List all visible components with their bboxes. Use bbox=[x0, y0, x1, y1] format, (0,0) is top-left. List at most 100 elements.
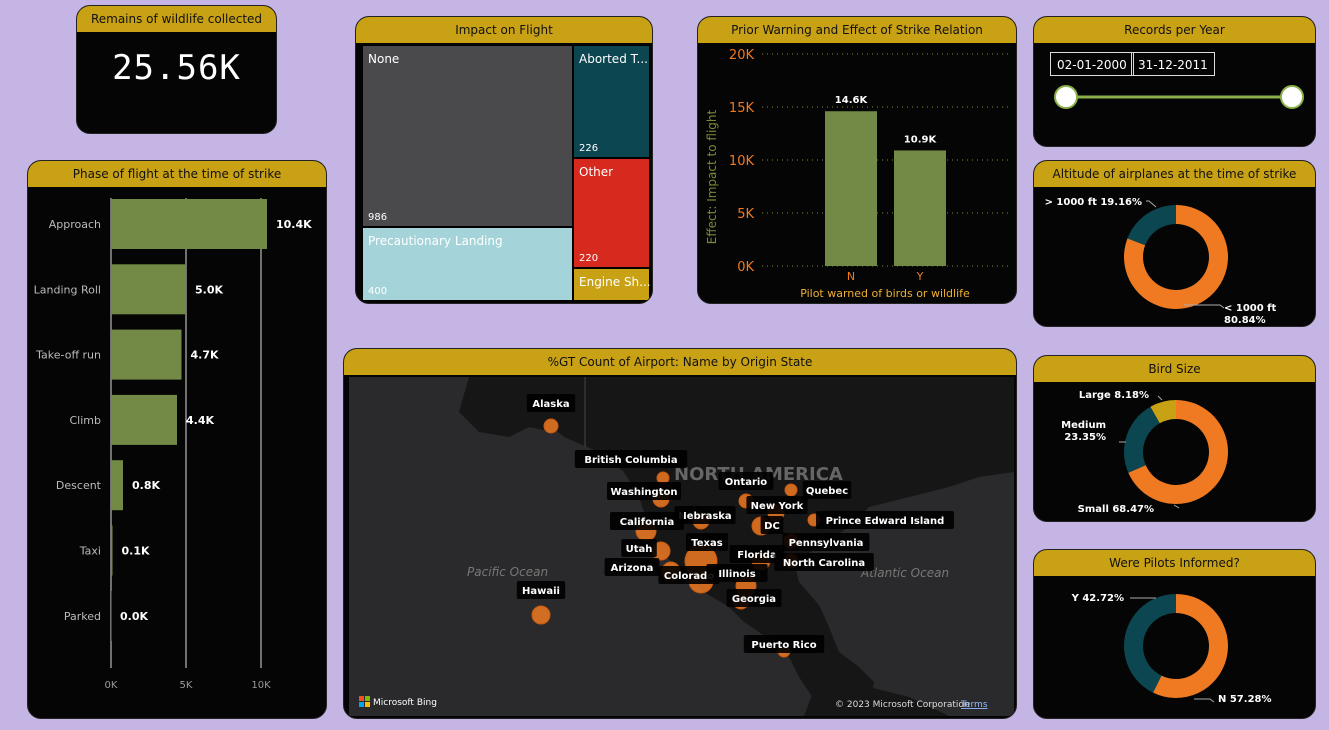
map-place-label-bg bbox=[574, 450, 688, 468]
phase-data-label: 4.4K bbox=[186, 414, 214, 427]
phase-bar-taxi[interactable] bbox=[111, 525, 113, 576]
map-place-label-bg bbox=[686, 533, 728, 551]
phase-category-label: Climb bbox=[70, 414, 102, 427]
warning-chart-card: Prior Warning and Effect of Strike Relat… bbox=[697, 16, 1017, 304]
warning-bar-n[interactable] bbox=[825, 111, 877, 267]
end-date-input[interactable]: 31-12-2011 bbox=[1131, 52, 1215, 76]
map-place-label-north-carolina: North Carolina bbox=[783, 558, 865, 569]
map-place-label-bg bbox=[658, 566, 720, 584]
slider-end-handle[interactable] bbox=[1280, 85, 1304, 109]
treemap-label: Aborted T... bbox=[579, 52, 648, 66]
treemap-cell-aborted-takeoff[interactable]: Aborted T... 226 bbox=[573, 45, 650, 158]
donut-slice-1000-ft[interactable] bbox=[1124, 205, 1228, 309]
donut-slice-small[interactable] bbox=[1128, 400, 1228, 504]
pacific-ocean-label: Pacific Ocean bbox=[467, 565, 548, 579]
warning-title: Prior Warning and Effect of Strike Relat… bbox=[698, 17, 1016, 43]
treemap-cell-engine-shutdown[interactable]: Engine Sh... bbox=[573, 268, 651, 301]
donut-slice-large[interactable] bbox=[1150, 400, 1176, 424]
slider-start-handle[interactable] bbox=[1054, 85, 1078, 109]
date-range-slider[interactable] bbox=[1034, 79, 1316, 119]
donut-label-y: Y 42.72% bbox=[1071, 593, 1124, 604]
map-place-label-bg bbox=[621, 539, 657, 557]
treemap-cell-none[interactable]: None 986 bbox=[362, 45, 573, 227]
warning-category-label: N bbox=[847, 270, 855, 283]
map-place-labels: Alaska British Columbia Washington Ontario Q… bbox=[516, 394, 954, 653]
map-place-label-alaska: Alaska bbox=[532, 399, 569, 410]
warning-tick-label: 0K bbox=[737, 260, 754, 275]
map-terms-link[interactable]: Terms bbox=[960, 700, 988, 710]
phase-category-label: Landing Roll bbox=[34, 283, 101, 296]
warning-tick-label: 20K bbox=[729, 48, 755, 63]
map-bubble-hawaii[interactable] bbox=[531, 605, 551, 625]
records-slicer-card: Records per Year 02-01-2000 31-12-2011 bbox=[1033, 16, 1316, 147]
phase-chart: 0K 5K 10K Approach 10.4K Landing Roll 5.0K Take… bbox=[34, 198, 312, 691]
phase-tick-label: 5K bbox=[180, 680, 193, 691]
phase-category-label: Take-off run bbox=[35, 349, 101, 362]
map-place-label-new-york: New York bbox=[751, 501, 804, 512]
donut-label-1000-ft: 80.84% bbox=[1224, 315, 1266, 326]
map-bubble-alaska[interactable] bbox=[543, 418, 559, 434]
map-place-label-bg bbox=[802, 481, 852, 499]
south-america-landmass bbox=[804, 677, 949, 716]
map-place-label-nebraska: Nebraska bbox=[678, 511, 731, 522]
map-title: %GT Count of Airport: Name by Origin Sta… bbox=[344, 349, 1016, 375]
treemap-value: 220 bbox=[579, 253, 599, 264]
map-place-label-bg bbox=[610, 512, 684, 530]
map-place-label-bg bbox=[674, 506, 736, 524]
map-canvas[interactable]: Pacific Ocean Atlantic Ocean NORTH AMERI… bbox=[349, 377, 1014, 716]
kpi-title: Remains of wildlife collected bbox=[77, 6, 276, 32]
donut-leader-line bbox=[1157, 395, 1163, 401]
impact-treemap-card: Impact on Flight None 986 Precautionary … bbox=[355, 16, 653, 304]
kpi-card: Remains of wildlife collected 25.56K bbox=[76, 5, 277, 134]
map-place-label-dc: DC bbox=[764, 521, 780, 532]
warning-tick-label: 5K bbox=[737, 207, 754, 222]
kpi-value: 25.56K bbox=[112, 48, 241, 88]
donut-label-medium: Medium bbox=[1061, 420, 1106, 431]
phase-tick-label: 0K bbox=[105, 680, 118, 691]
ms-logo-red bbox=[359, 696, 364, 701]
warning-xaxis-title: Pilot warned of birds or wildlife bbox=[800, 287, 970, 300]
map-bubble-quebec[interactable] bbox=[784, 483, 798, 497]
donut-slice-medium[interactable] bbox=[1124, 406, 1160, 473]
donut-slice-n[interactable] bbox=[1153, 594, 1228, 698]
map-card: %GT Count of Airport: Name by Origin Sta… bbox=[343, 348, 1017, 719]
treemap-label: Precautionary Landing bbox=[368, 234, 503, 248]
phase-bar-climb[interactable] bbox=[111, 394, 177, 445]
phase-category-label: Approach bbox=[49, 218, 101, 231]
map-place-label-bg bbox=[607, 482, 681, 500]
start-date-input[interactable]: 02-01-2000 bbox=[1050, 52, 1134, 76]
map-place-label-bg bbox=[718, 472, 774, 490]
map-place-label-bg bbox=[782, 533, 870, 551]
atlantic-ocean-label: Atlantic Ocean bbox=[860, 566, 949, 580]
phase-tick-label: 10K bbox=[251, 680, 271, 691]
phase-category-label: Descent bbox=[56, 479, 102, 492]
treemap-value: 986 bbox=[368, 212, 388, 223]
map-copyright: © 2023 Microsoft Corporation bbox=[835, 700, 970, 710]
phase-data-label: 10.4K bbox=[276, 218, 312, 231]
phase-data-label: 4.7K bbox=[191, 349, 219, 362]
birdsize-donut-card: Bird Size Small 68.47% Medium 23.35% Large … bbox=[1033, 355, 1316, 522]
treemap-cell-precautionary-landing[interactable]: Precautionary Landing 400 bbox=[362, 227, 573, 301]
phase-bar-descent[interactable] bbox=[111, 460, 123, 511]
warning-data-label: 14.6K bbox=[835, 95, 869, 106]
phase-title: Phase of flight at the time of strike bbox=[28, 161, 326, 187]
warning-chart: 0K 5K 10K 15K 20K 14.6K N 10.9K Y Pilot warned of… bbox=[705, 48, 1008, 300]
warning-tick-label: 15K bbox=[729, 101, 755, 116]
phase-bar-parked[interactable] bbox=[111, 590, 112, 641]
phase-bar-approach[interactable] bbox=[111, 199, 267, 249]
donut-slice-1000-ft[interactable] bbox=[1127, 205, 1176, 246]
phase-bar-take-off-run[interactable] bbox=[111, 329, 182, 380]
phase-data-label: 5.0K bbox=[195, 283, 223, 296]
treemap-cell-other[interactable]: Other 220 bbox=[573, 158, 650, 268]
map-place-label-pennsylvania: Pennsylvania bbox=[789, 538, 864, 549]
altitude-title: Altitude of airplanes at the time of str… bbox=[1034, 161, 1315, 187]
donut-slice-y[interactable] bbox=[1124, 594, 1176, 693]
donut-label-medium: 23.35% bbox=[1064, 432, 1106, 443]
phase-bar-landing-roll[interactable] bbox=[111, 264, 186, 315]
warning-bar-y[interactable] bbox=[894, 150, 946, 266]
donut-label-1000-ft: < 1000 ft bbox=[1224, 303, 1277, 314]
phase-data-label: 0.0K bbox=[120, 610, 148, 623]
phase-data-label: 0.8K bbox=[132, 479, 160, 492]
donut-label-large: Large 8.18% bbox=[1079, 390, 1149, 401]
